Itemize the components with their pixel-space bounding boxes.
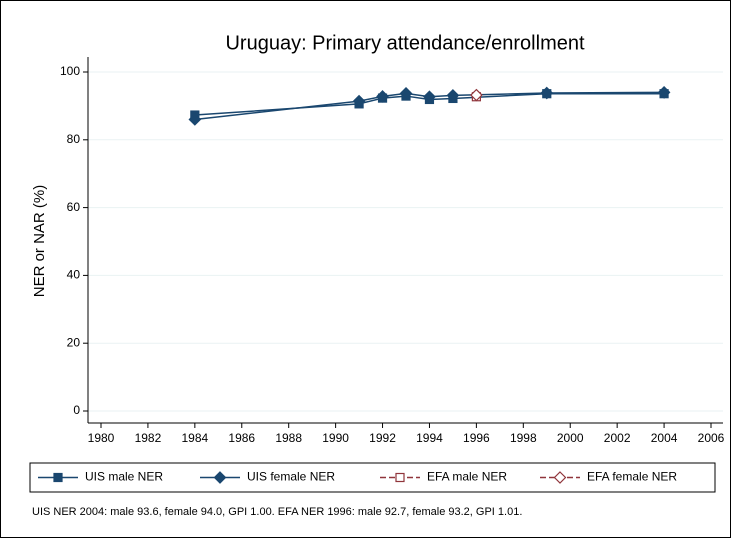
x-tick-label: 1998 — [510, 431, 537, 445]
x-tick-label: 1980 — [88, 431, 115, 445]
x-tick-label: 2004 — [651, 431, 678, 445]
marker — [446, 89, 460, 102]
x-tick-label: 2006 — [698, 431, 725, 445]
legend-marker — [213, 471, 227, 484]
legend-label: UIS male NER — [85, 470, 163, 484]
y-tick-label: 100 — [60, 64, 80, 78]
marker — [352, 94, 366, 108]
x-tick-label: 2000 — [557, 431, 584, 445]
x-tick-label: 1988 — [275, 431, 302, 445]
legend-marker — [553, 471, 567, 484]
x-tick-label: 1982 — [135, 431, 162, 445]
chart-title: Uruguay: Primary attendance/enrollment — [225, 32, 585, 54]
legend-label: EFA male NER — [427, 470, 507, 484]
y-tick-label: 20 — [67, 335, 81, 349]
legend-marker — [53, 472, 63, 483]
marker — [470, 88, 483, 102]
marker — [657, 85, 671, 99]
x-tick-label: 1990 — [322, 431, 349, 445]
legend-label: UIS female NER — [247, 470, 335, 484]
note: UIS NER 2004: male 93.6, female 94.0, GP… — [32, 506, 522, 518]
y-tick-label: 40 — [67, 268, 81, 282]
y-tick-label: 80 — [67, 132, 81, 146]
x-tick-label: 1986 — [228, 431, 255, 445]
y-tick-label: 60 — [67, 200, 81, 214]
legend-box — [29, 462, 716, 493]
x-tick-label: 1992 — [369, 431, 396, 445]
marker — [376, 90, 389, 103]
x-tick-label: 1994 — [416, 431, 443, 445]
x-tick-label: 2002 — [604, 431, 631, 445]
y-axis-label: NER or NAR (%) — [31, 185, 48, 298]
x-tick-label: 1996 — [463, 431, 490, 445]
marker — [399, 87, 413, 100]
legend-label: EFA female NER — [587, 470, 677, 484]
x-tick-label: 1984 — [181, 431, 208, 445]
legend-marker — [395, 472, 405, 483]
marker — [540, 86, 554, 100]
marker — [188, 113, 202, 126]
y-tick-label: 0 — [73, 403, 80, 417]
marker — [423, 90, 436, 104]
